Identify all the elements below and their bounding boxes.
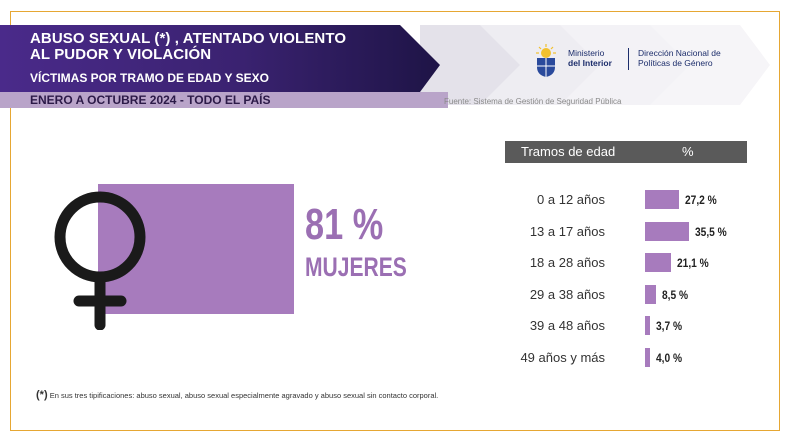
age-column-header: Tramos de edad [521,144,616,159]
logo-divider [628,48,629,70]
age-bar-value-label: 3,7 % [655,319,682,334]
ministry-line-2: del Interior [568,58,612,68]
table-header: Tramos de edad % [505,141,747,163]
percent-column-header: % [682,144,694,159]
footnote: (*) En sus tres tipificaciones: abuso se… [36,389,438,401]
footnote-mark: (*) [36,389,48,401]
age-bar [645,221,689,241]
page-subtitle: VÍCTIMAS POR TRAMO DE EDAD Y SEXO [30,71,269,85]
ministry-logo-text: Ministerio del Interior [568,48,612,68]
footnote-text: En sus tres tipificaciones: abuso sexual… [47,391,439,400]
title-line-2: AL PUDOR Y VIOLACIÓN [30,46,212,63]
period-bar [0,92,448,108]
women-label: MUJERES [305,252,407,282]
period-label: ENERO A OCTUBRE 2024 - TODO EL PAÍS [30,93,271,107]
age-category-label: 49 años y más [520,350,605,365]
age-category-label: 18 a 28 años [529,255,605,271]
page-title: ABUSO SEXUAL (*) , ATENTADO VIOLENTO AL … [30,31,346,63]
age-bar [645,253,672,273]
age-bar-value-label: 21,1 % [677,256,709,271]
direction-line-2: Políticas de Género [638,58,713,68]
age-bar [645,284,656,304]
title-line-1: ABUSO SEXUAL (*) , ATENTADO VIOLENTO [30,30,347,47]
age-bar-value-label: 8,5 % [661,287,688,302]
direction-line-1: Dirección Nacional de [638,48,721,58]
age-bar-value-label: 4,0 % [655,351,683,365]
age-bar [645,190,679,209]
age-category-label: 0 a 12 años [537,192,605,207]
female-symbol-icon [45,185,155,335]
source-note: Fuente: Sistema de Gestión de Seguridad … [444,97,622,106]
age-category-label: 13 a 17 años [529,223,605,239]
direction-logo-text: Dirección Nacional de Políticas de Géner… [638,48,721,68]
age-bar [645,316,650,336]
header-banner [0,25,440,105]
age-category-label: 29 a 38 años [529,286,605,302]
ministry-line-1: Ministerio [568,48,605,58]
age-category-label: 39 a 48 años [529,318,605,334]
age-bar-value-label: 35,5 % [695,224,727,239]
women-percentage: 81 % [305,200,384,249]
uruguay-shield-icon [532,44,560,83]
age-bar-value-label: 27,2 % [684,193,717,207]
age-bar [645,348,650,367]
